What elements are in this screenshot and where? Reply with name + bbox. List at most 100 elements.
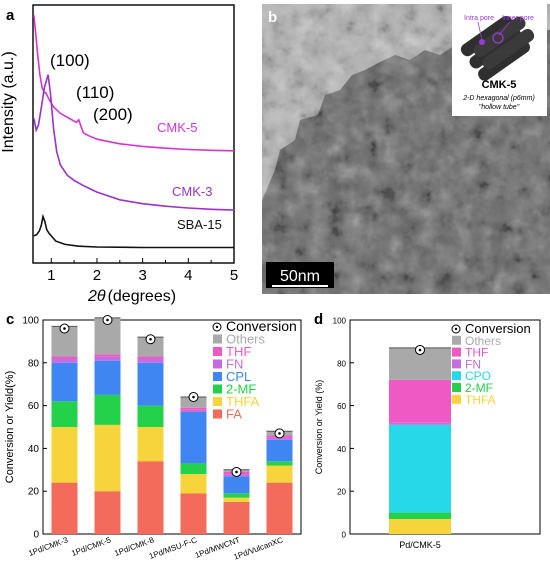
chart-c-bar-1pd-msu-f-c-thfa [180,474,207,494]
scalebar-label: 50nm [280,268,320,285]
chart-c-legend-swatch-others [213,334,222,344]
chart-c-y-tick-label-20: 20 [28,487,40,498]
chart-c-legend-swatch-fa [213,409,222,419]
chart-c-bar-1pd-cmk-3-thf [51,356,78,359]
chart-c-bar-1pd-cmk-5-fa [94,491,121,534]
chart-d-legend-swatch-conversion-dot [454,327,458,331]
chart-c-conversion-dot-1pd-vulcanxc [278,432,281,435]
chart-c-legend-label-thf: THF [226,344,251,359]
panel-letter-b: b [268,9,277,26]
chart-c-bar-1pd-cmk-8-thf [137,356,164,359]
peak-label-110: (110) [76,83,114,102]
bar-chart-c: 1Pd/CMK-3 1Pd/CMK-5 1Pd/CMK-81Pd/MSU-F-C1P… [4,315,302,562]
chart-c-bar-1pd-vulcanxc-fn [266,437,293,440]
chart-c-bar-1pd-vulcanxc-cpl [266,439,293,462]
xrd-x-tick-label-3: 3 [138,267,146,284]
chart-c-bar-1pd-vulcanxc-2-mf [266,461,293,466]
chart-c-legend-label-2-mf: 2-MF [226,382,256,397]
chart-d-legend-label-thf: THF [465,346,488,360]
chart-d-legend-swatch-others [452,335,461,345]
inset-subtitle-2: "hollow tube" [479,104,520,111]
chart-c-conversion-dot-1pd-cmk-5 [106,318,109,322]
chart-c-bar-1pd-msu-f-c-2-mf [180,463,207,475]
chart-d-legend-swatch-thfa [452,394,461,404]
chart-c-conversion-dot-1pd-cmk-3 [63,327,66,330]
panel-letter-c: c [6,311,14,328]
peak-label-200: (200) [93,105,133,124]
xrd-series-sba-15 [33,213,234,249]
xrd-y-axis-label: Intensity (a.u.) [0,51,17,152]
chart-c-bar-1pd-cmk-8-fn [137,358,164,363]
chart-c-bar-1pd-cmk-3-fn [51,358,78,363]
chart-d-bar-pd-cmk-5-thfa [389,519,451,534]
chart-c-legend-label-conversion: Conversion [226,318,297,334]
chart-d-legend-swatch-fn [452,359,461,369]
chart-c-bar-1pd-cmk-5-thf [94,354,121,357]
chart-c-bar-1pd-cmk-8-cpl [137,362,164,406]
chart-d-y-tick-label-20: 20 [337,488,346,497]
chart-c-bar-1pd-cmk-5-2-mf [94,394,121,425]
chart-c-conversion-dot-1pd-mwcnt [235,470,238,474]
chart-c-bar-1pd-cmk-5-fn [94,356,121,361]
xrd-series-cmk-3 [33,74,235,211]
chart-d-y-tick-label-0: 0 [342,531,347,540]
chart-c-legend-label-fn: FN [226,357,243,372]
chart-c-bar-1pd-cmk-3-cpl [51,362,78,402]
chart-d-y-tick-label-40: 40 [337,445,346,454]
chart-c-category-label-1pd-vulcanxc: 1Pd/VulcanXC [232,535,284,561]
series-label-sba15: SBA-15 [177,217,222,232]
series-label-cmk5: CMK-5 [157,120,197,135]
panel-letter-a: a [6,7,15,24]
chart-c-legend-label-others: Others [226,332,266,347]
chart-c-bar-1pd-cmk-5-cpl [94,360,121,395]
peak-label-100: (100) [50,51,90,70]
chart-d-category-label-pd-cmk-5: Pd/CMK-5 [399,540,441,550]
chart-c-bar-1pd-msu-f-c-cpl [180,412,207,464]
chart-d-legend-label-fn: FN [465,357,481,371]
chart-d-bar-pd-cmk-5-thf [389,379,451,423]
tem-image: b Intra pore Inner pore CMK-5 2-D hexago… [262,4,550,294]
chart-c-y-tick-label-0: 0 [33,530,39,541]
chart-c-bar-1pd-mwcnt-thfa [223,497,250,502]
chart-c-y-axis-label: Conversion or Yield(%) [4,371,16,484]
chart-c-bar-1pd-cmk-5-thfa [94,424,121,492]
chart-d-y-axis-label: Conversion or Yield (%) [314,380,324,475]
chart-c-y-tick-label-100: 100 [22,316,39,327]
chart-c-legend-swatch-cpl [213,372,222,381]
chart-c-legend-label-thfa: THFA [226,394,260,409]
chart-c-bar-1pd-cmk-8-fa [137,461,164,534]
chart-c-conversion-dot-1pd-cmk-8 [149,337,152,341]
chart-c-bar-1pd-mwcnt-fa [223,501,250,534]
chart-c-bar-1pd-cmk-8-others [137,337,164,357]
chart-d-legend-label-thfa: THFA [465,393,496,407]
chart-d-bar-pd-cmk-5-cpo [389,424,451,513]
xrd-x-tick-label-1: 1 [47,267,55,284]
inset-subtitle: 2-D hexagonal (p6mm) [462,95,535,102]
chart-d-y-tick-label-80: 80 [337,359,346,368]
chart-c-category-label-1pd-msu-f-c: 1Pd/MSU-F-C [148,535,198,561]
chart-d-legend-label-others: Others [465,334,501,348]
chart-d-legend-swatch-cpo [452,371,461,381]
intra-pore-label: Intra pore [464,15,494,22]
chart-c-legend-swatch-2-mf [213,384,222,394]
chart-c-legend-swatch-thfa [213,397,222,406]
chart-c-bar-1pd-cmk-8-2-mf [137,405,164,427]
chart-c-bar-1pd-vulcanxc-thfa [266,465,293,483]
chart-c-bar-1pd-cmk-3-2-mf [51,401,78,427]
xrd-x-tick-label-4: 4 [184,267,192,284]
chart-c-y-tick-label-80: 80 [28,358,40,369]
inner-pore-label: Inner pore [502,15,534,22]
chart-c-category-label-1pd-cmk-5: 1Pd/CMK-5 [70,535,112,558]
chart-c-bar-1pd-msu-f-c-others [180,397,207,408]
chart-c-bar-1pd-msu-f-c-thf [180,407,207,410]
chart-c-conversion-dot-1pd-msu-f-c [192,395,195,399]
chart-d-legend-label-conversion: Conversion [465,321,531,336]
chart-d-legend-label-cpo: CPO [465,369,491,383]
chart-c-legend-swatch-conversion-dot [215,325,219,329]
chart-c-legend-label-cpl: CPL [226,369,251,384]
chart-d-bar-pd-cmk-5-fn [389,422,451,425]
chart-c-y-tick-label-40: 40 [28,444,40,455]
chart-d-legend-label-2-mf: 2-MF [465,381,493,395]
